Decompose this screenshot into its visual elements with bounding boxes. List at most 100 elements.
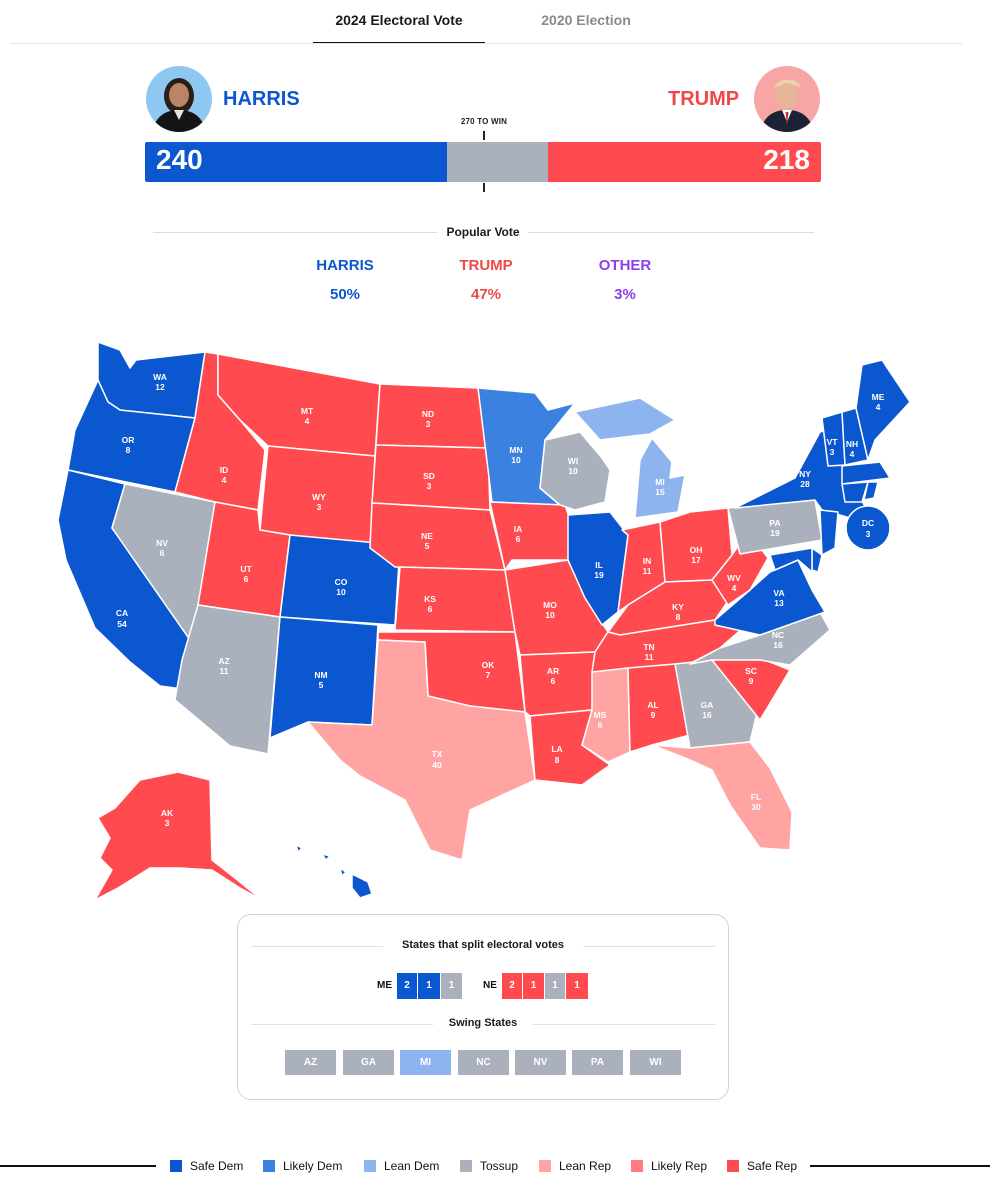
label-in-ev: 11 — [643, 566, 652, 576]
label-tn-abbr: TN — [643, 642, 654, 652]
label-tx-abbr: TX — [432, 749, 443, 759]
state-nc[interactable] — [689, 611, 831, 666]
label-ga-abbr: GA — [701, 700, 714, 710]
state-mi[interactable] — [574, 397, 686, 519]
swing-chip-az[interactable]: AZ — [285, 1050, 336, 1075]
legend-swatch — [539, 1160, 551, 1172]
state-ri[interactable] — [863, 481, 879, 501]
label-sd-ev: 3 — [427, 481, 432, 491]
legend-label: Likely Rep — [651, 1159, 708, 1173]
label-tx-ev: 40 — [432, 760, 442, 770]
state-md[interactable] — [769, 547, 813, 573]
state-ak[interactable] — [94, 771, 263, 901]
legend-swatch — [263, 1160, 275, 1172]
legend-label: Safe Rep — [747, 1159, 798, 1173]
swing-chip-mi[interactable]: MI — [400, 1050, 451, 1075]
swing-states-title: Swing States — [433, 1017, 533, 1029]
legend-safe-dem: Safe Dem — [170, 1158, 243, 1174]
label-nm-abbr: NM — [314, 670, 327, 680]
label-vt-abbr: VT — [827, 437, 839, 447]
state-tx[interactable] — [307, 639, 536, 861]
legend-label: Tossup — [480, 1159, 519, 1173]
tab-2020-election[interactable]: 2020 Election — [541, 12, 631, 28]
label-pa-abbr: PA — [769, 518, 780, 528]
state-az[interactable] — [174, 604, 281, 755]
to-win-tick-top — [483, 131, 485, 140]
state-il[interactable] — [567, 511, 629, 626]
state-ar[interactable] — [519, 651, 596, 717]
state-ma[interactable] — [841, 461, 891, 485]
label-or-ev: 8 — [126, 445, 131, 455]
legend-swatch — [170, 1160, 182, 1172]
popular-vote-rule-left — [153, 232, 437, 233]
state-al[interactable] — [627, 663, 691, 753]
label-ks-ev: 6 — [428, 604, 433, 614]
electoral-map: WA 12 OR 8 CA 54 NV 6 ID 4 MT 4 WY 3 UT … — [57, 341, 911, 901]
label-va-ev: 13 — [774, 598, 784, 608]
label-il-abbr: IL — [595, 560, 603, 570]
swing-chip-wi[interactable]: WI — [630, 1050, 681, 1075]
state-wi[interactable] — [539, 431, 611, 511]
label-wi-ev: 10 — [568, 466, 578, 476]
legend-label: Lean Rep — [559, 1159, 612, 1173]
label-ok-ev: 7 — [486, 670, 491, 680]
label-ms-abbr: MS — [594, 710, 607, 720]
label-mn-abbr: MN — [509, 445, 522, 455]
state-hi[interactable] — [295, 844, 373, 899]
label-ks-abbr: KS — [424, 594, 436, 604]
label-la-abbr: LA — [551, 744, 562, 754]
dem-electoral-bar — [145, 142, 447, 182]
swing-chip-nc[interactable]: NC — [458, 1050, 509, 1075]
label-al-ev: 9 — [651, 710, 656, 720]
state-ne[interactable] — [369, 502, 506, 571]
state-fl[interactable] — [651, 741, 793, 851]
state-de[interactable] — [811, 547, 823, 573]
harris-avatar — [146, 66, 212, 132]
label-ok-abbr: OK — [482, 660, 496, 670]
legend-likely-dem: Likely Dem — [263, 1158, 342, 1174]
tab-2024-electoral-vote[interactable]: 2024 Electoral Vote — [335, 12, 463, 28]
legend-line-right — [810, 1165, 990, 1167]
label-id-abbr: ID — [220, 465, 229, 475]
label-nh-ev: 4 — [850, 449, 855, 459]
legend-line-left — [0, 1165, 156, 1167]
state-nj[interactable] — [819, 509, 839, 556]
state-dc[interactable] — [845, 505, 891, 551]
label-ny-abbr: NY — [799, 469, 811, 479]
label-fl-ev: 30 — [751, 802, 761, 812]
label-va-abbr: VA — [773, 588, 784, 598]
label-ia-abbr: IA — [514, 524, 523, 534]
me-split-label: ME — [377, 980, 392, 991]
state-va[interactable] — [714, 559, 826, 636]
label-sc-ev: 9 — [749, 676, 754, 686]
label-mi-ev: 15 — [655, 487, 665, 497]
swing-chip-pa[interactable]: PA — [572, 1050, 623, 1075]
ne-split-label: NE — [483, 980, 497, 991]
legend-label: Lean Dem — [384, 1159, 440, 1173]
label-me-abbr: ME — [872, 392, 885, 402]
label-mo-abbr: MO — [543, 600, 557, 610]
label-ne-ev: 5 — [425, 541, 430, 551]
swing-chip-nv[interactable]: NV — [515, 1050, 566, 1075]
label-wv-abbr: WV — [727, 573, 741, 583]
ne-chip-2: 1 — [523, 973, 544, 999]
label-nc-ev: 16 — [773, 640, 783, 650]
swing-chip-ga[interactable]: GA — [343, 1050, 394, 1075]
label-ar-ev: 6 — [551, 676, 556, 686]
legend-swatch — [364, 1160, 376, 1172]
pv-trump-pct: 47% — [470, 286, 502, 303]
label-ny-ev: 28 — [800, 479, 810, 489]
label-nd-abbr: ND — [422, 409, 434, 419]
tossup-electoral-bar — [447, 142, 548, 182]
legend-swatch — [727, 1160, 739, 1172]
harris-name: HARRIS — [223, 88, 300, 110]
state-ia[interactable] — [489, 501, 576, 571]
state-ks[interactable] — [394, 566, 516, 633]
label-nv-ev: 6 — [160, 548, 165, 558]
popular-vote-title: Popular Vote — [446, 225, 520, 239]
label-or-abbr: OR — [122, 435, 135, 445]
trump-name: TRUMP — [668, 88, 740, 110]
state-me[interactable] — [855, 359, 911, 461]
state-ct[interactable] — [841, 481, 869, 503]
label-mi-abbr: MI — [655, 477, 664, 487]
